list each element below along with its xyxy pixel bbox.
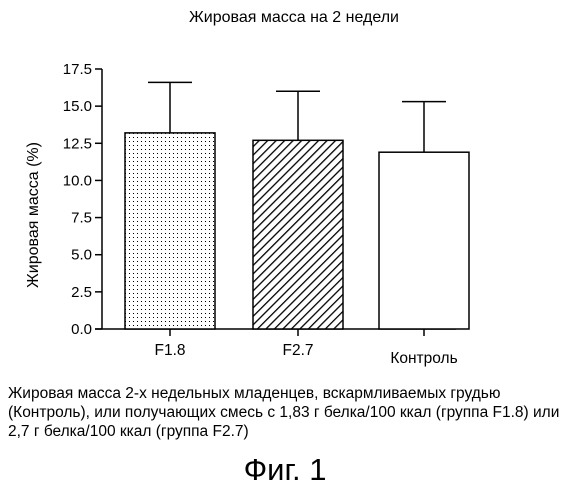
x-tick-label: F1.8 — [154, 342, 185, 359]
figure-caption: Жировая масса 2-х недельных младенцев, в… — [8, 384, 568, 441]
y-tick-label: 17.5 — [63, 61, 92, 78]
figure-label: Фиг. 1 — [0, 452, 570, 488]
y-tick-label: 2.5 — [71, 284, 92, 301]
bar-chart: Жировая масса на 2 недели Жировая масса … — [0, 0, 570, 380]
y-tick-label: 5.0 — [71, 247, 92, 264]
x-tick-label: F2.7 — [282, 342, 313, 359]
y-tick-label: 12.5 — [63, 135, 92, 152]
bar — [379, 152, 469, 329]
x-tick-label: Контроль — [390, 350, 457, 367]
y-tick-label: 7.5 — [71, 210, 92, 227]
y-axis-label: Жировая масса (%) — [25, 142, 42, 288]
bar — [125, 133, 215, 329]
bars — [125, 82, 469, 329]
y-tick-label: 10.0 — [63, 172, 92, 189]
bar — [253, 140, 343, 329]
y-tick-label: 0.0 — [71, 321, 92, 338]
y-tick-label: 15.0 — [63, 98, 92, 115]
chart-title: Жировая масса на 2 недели — [189, 9, 399, 26]
